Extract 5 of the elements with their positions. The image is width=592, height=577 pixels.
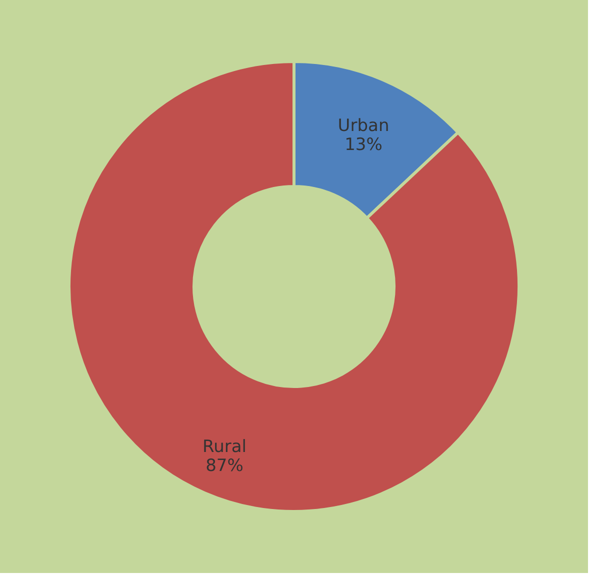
data-label: 87% [206, 456, 244, 476]
slice-label: Urban [338, 116, 390, 136]
data-label: 13% [344, 134, 382, 155]
slice-label: Rural [202, 437, 246, 458]
donut-slice [68, 60, 520, 513]
